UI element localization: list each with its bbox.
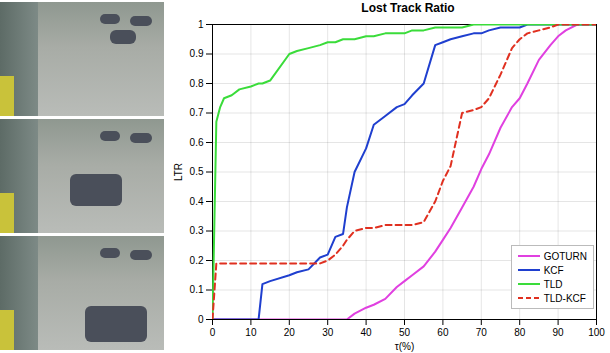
svg-text:0.1: 0.1 (190, 284, 204, 295)
svg-text:0: 0 (198, 314, 204, 325)
svg-text:90: 90 (553, 327, 565, 338)
svg-text:30: 30 (322, 327, 334, 338)
html-text:TLD-KCF: TLD-KCF (543, 292, 586, 304)
svg-text:40: 40 (361, 327, 373, 338)
svg-text:0.6: 0.6 (190, 137, 204, 148)
svg-text:τ(%): τ(%) (395, 341, 415, 352)
svg-text:0: 0 (210, 327, 216, 338)
html-text:TLD: TLD (543, 278, 563, 290)
svg-text:50: 50 (399, 327, 411, 338)
svg-text:10: 10 (245, 327, 257, 338)
svg-text:0.8: 0.8 (190, 78, 204, 89)
svg-text:0.7: 0.7 (190, 107, 204, 118)
svg-text:0.3: 0.3 (190, 225, 204, 236)
html-text:Lost Track Ratio: Lost Track Ratio (361, 1, 455, 15)
svg-text:20: 20 (284, 327, 296, 338)
html-text:KCF: KCF (543, 264, 564, 276)
svg-text:0.9: 0.9 (190, 48, 204, 59)
svg-text:80: 80 (514, 327, 526, 338)
svg-text:60: 60 (437, 327, 449, 338)
svg-text:70: 70 (476, 327, 488, 338)
svg-text:LTR: LTR (173, 163, 184, 181)
svg-text:0.4: 0.4 (190, 196, 204, 207)
svg-text:100: 100 (588, 327, 605, 338)
svg-text:0.2: 0.2 (190, 255, 204, 266)
svg-text:1: 1 (198, 19, 204, 30)
html-text:GOTURN: GOTURN (543, 250, 587, 262)
svg-text:0.5: 0.5 (190, 166, 204, 177)
